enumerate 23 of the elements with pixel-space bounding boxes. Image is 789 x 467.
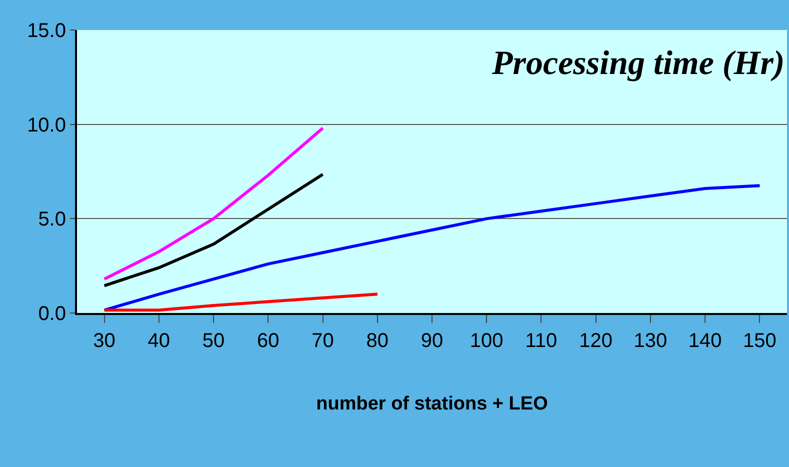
x-tick-label: 140 bbox=[688, 330, 722, 352]
line-series bbox=[102, 184, 762, 312]
x-axis-title: number of stations + LEO bbox=[316, 393, 548, 414]
x-tick-label: 150 bbox=[743, 330, 776, 352]
line-series bbox=[102, 126, 324, 281]
x-tick-label: 50 bbox=[202, 330, 225, 352]
line-series bbox=[102, 292, 379, 312]
y-tick-label: 15.0 bbox=[27, 20, 66, 42]
x-tick-label: 70 bbox=[312, 330, 334, 352]
x-tick-label: 110 bbox=[525, 330, 558, 352]
x-tick-label: 100 bbox=[470, 330, 504, 352]
x-tick-label: 90 bbox=[420, 330, 444, 352]
x-tick-label: 120 bbox=[579, 330, 613, 352]
y-tick-label: 5.0 bbox=[38, 208, 66, 231]
x-tick-label: 80 bbox=[366, 330, 389, 352]
x-tick-label: 30 bbox=[93, 330, 116, 352]
y-tick-label: 0.0 bbox=[38, 303, 66, 325]
x-tick-label: 60 bbox=[257, 330, 280, 352]
annotation: Processing time (Hr) bbox=[491, 45, 785, 82]
x-tick-label: 40 bbox=[148, 330, 170, 352]
x-tick-label: 130 bbox=[634, 330, 668, 352]
line-series bbox=[102, 172, 324, 288]
y-tick-label: 10.0 bbox=[27, 114, 66, 136]
